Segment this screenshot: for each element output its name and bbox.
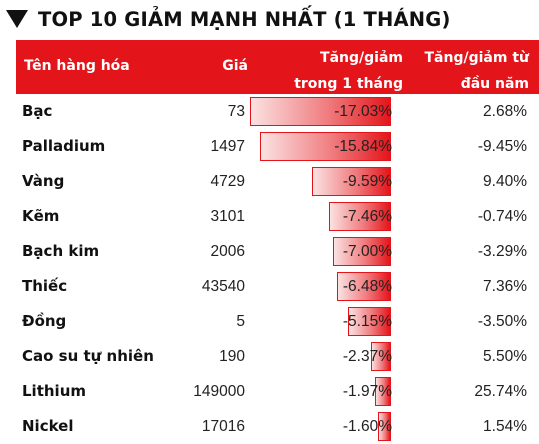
header-change-1m: Tăng/giảm trong 1 tháng (243, 45, 403, 97)
table-row: Nickel 17016 -1.60% 1.54% (16, 409, 539, 444)
table-row: Palladium 1497 -15.84% -9.45% (16, 129, 539, 164)
commodity-price: 149000 (193, 383, 245, 400)
commodity-name: Nickel (22, 417, 74, 435)
change-ytd-value: -0.74% (477, 208, 527, 225)
change-ytd-value: 2.68% (483, 103, 527, 120)
table-row: Bạch kim 2006 -7.00% -3.29% (16, 234, 539, 269)
header-change-ytd: Tăng/giảm từ đầu năm (399, 45, 530, 97)
header-price: Giá (222, 58, 248, 74)
commodity-name: Thiếc (22, 277, 68, 295)
header-change-1m-line1: Tăng/giảm (320, 50, 403, 66)
commodity-name: Đồng (22, 312, 67, 330)
table-row: Đồng 5 -5.15% -3.50% (16, 304, 539, 339)
change-1m-bar (348, 307, 391, 336)
change-1m-bar (337, 272, 391, 301)
table-row: Vàng 4729 -9.59% 9.40% (16, 164, 539, 199)
change-1m-value: -7.46% (342, 208, 392, 225)
table-row: Thiếc 43540 -6.48% 7.36% (16, 269, 539, 304)
change-1m-value: -1.60% (342, 418, 392, 435)
change-1m-bar (371, 342, 391, 371)
commodity-price: 1497 (210, 138, 245, 155)
change-ytd-value: 7.36% (483, 278, 527, 295)
change-1m-value: -7.00% (342, 243, 392, 260)
commodity-name: Cao su tự nhiên (22, 347, 154, 365)
table-row: Cao su tự nhiên 190 -2.37% 5.50% (16, 339, 539, 374)
commodity-price: 3101 (210, 208, 245, 225)
change-ytd-value: 25.74% (474, 383, 527, 400)
commodity-name: Kẽm (22, 207, 60, 225)
change-1m-value: -17.03% (334, 103, 392, 120)
table-header: Tên hàng hóa Giá Tăng/giảm trong 1 tháng… (16, 40, 539, 94)
change-1m-bar (374, 377, 391, 406)
change-1m-value: -15.84% (334, 138, 392, 155)
commodity-price: 190 (219, 348, 245, 365)
change-1m-value: -5.15% (342, 313, 392, 330)
title-row: TOP 10 GIẢM MẠNH NHẤT (1 THÁNG) (0, 0, 539, 38)
commodity-price: 43540 (201, 278, 245, 295)
table-row: Kẽm 3101 -7.46% -0.74% (16, 199, 539, 234)
commodity-name: Lithium (22, 382, 86, 400)
change-1m-bar (329, 202, 391, 231)
commodity-price: 73 (227, 103, 245, 120)
page-title: TOP 10 GIẢM MẠNH NHẤT (1 THÁNG) (38, 7, 451, 31)
commodity-name: Palladium (22, 137, 106, 155)
commodity-name: Bạc (22, 102, 53, 120)
change-1m-bar (259, 132, 391, 161)
table-row: Lithium 149000 -1.97% 25.74% (16, 374, 539, 409)
commodity-name: Vàng (22, 172, 65, 190)
commodity-price: 5 (236, 313, 245, 330)
commodity-price: 17016 (201, 418, 245, 435)
commodity-name: Bạch kim (22, 242, 100, 260)
change-ytd-value: -3.29% (477, 243, 527, 260)
commodity-price: 2006 (210, 243, 245, 260)
change-1m-value: -1.97% (342, 383, 392, 400)
change-1m-bar (311, 167, 391, 196)
header-change-ytd-line1: Tăng/giảm từ (424, 50, 530, 66)
header-change-1m-line2: trong 1 tháng (294, 76, 403, 92)
change-1m-bar (333, 237, 391, 266)
change-ytd-value: -3.50% (477, 313, 527, 330)
header-name: Tên hàng hóa (24, 58, 130, 74)
change-1m-value: -2.37% (342, 348, 392, 365)
change-ytd-value: 9.40% (483, 173, 527, 190)
change-ytd-value: -9.45% (477, 138, 527, 155)
change-1m-bar (250, 97, 391, 126)
header-change-ytd-line2: đầu năm (460, 76, 529, 92)
change-ytd-value: 5.50% (483, 348, 527, 365)
down-triangle-icon (6, 10, 28, 28)
change-1m-value: -9.59% (342, 173, 392, 190)
table-row: Bạc 73 -17.03% 2.68% (16, 94, 539, 129)
change-ytd-value: 1.54% (483, 418, 527, 435)
change-1m-value: -6.48% (342, 278, 392, 295)
commodity-price: 4729 (210, 173, 245, 190)
